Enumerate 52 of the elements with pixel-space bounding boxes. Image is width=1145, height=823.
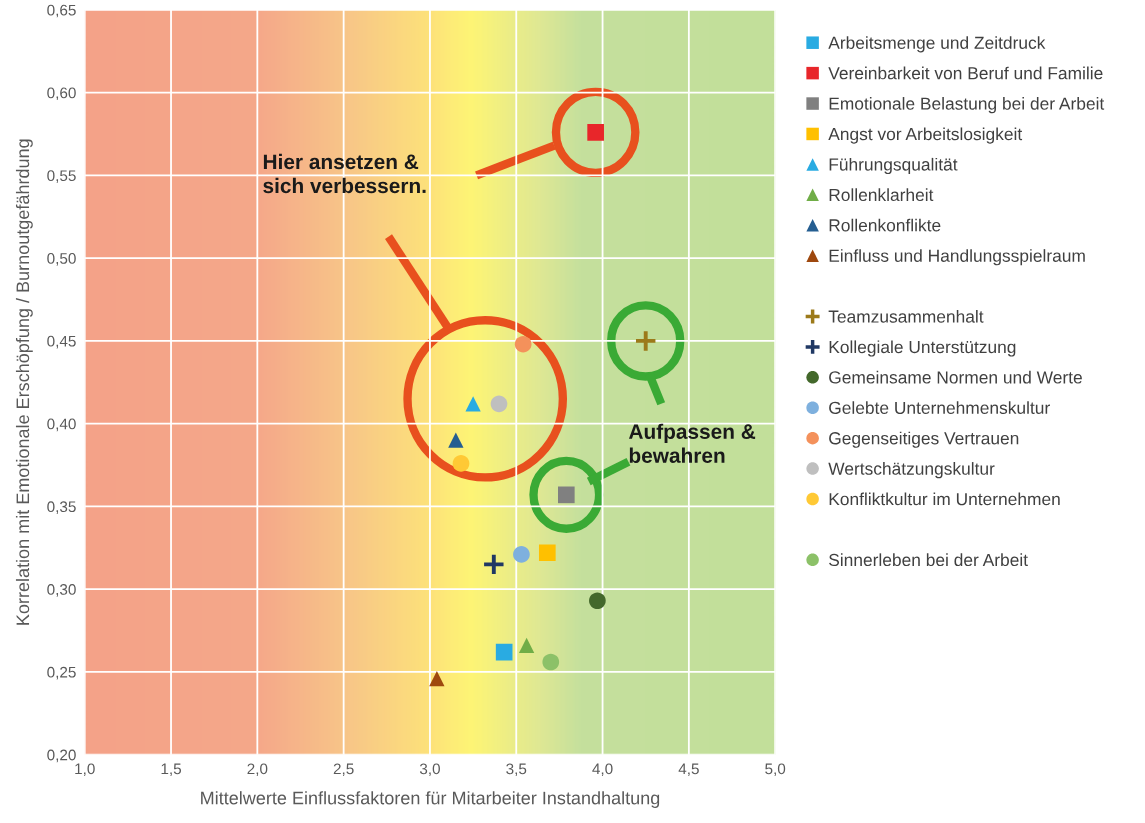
point bbox=[551, 87, 640, 178]
point bbox=[465, 396, 481, 412]
legend-label: Rollenkonflikte bbox=[829, 218, 941, 232]
y-tick-label: 0,35 bbox=[47, 501, 76, 514]
x-tick-label: 2,0 bbox=[247, 763, 268, 777]
x-axis-title: Mittelwerte Einflussfaktoren für Mitarbeiter Instandhaltung bbox=[201, 791, 660, 808]
y-tick-label: 0,25 bbox=[47, 666, 76, 680]
legend-label: Angst vor Arbeitslosigkeit bbox=[828, 127, 1023, 144]
legend-label: Vereinbarkeit von Beruf und Familie bbox=[828, 66, 1103, 80]
y-tick-label: 0,65 bbox=[47, 4, 76, 18]
point bbox=[490, 395, 508, 413]
point bbox=[482, 552, 506, 577]
legend-label: Kollegiale Unterstützung bbox=[829, 340, 1016, 357]
point bbox=[538, 544, 556, 562]
legend-label: Sinnerleben bei der Arbeit bbox=[829, 553, 1028, 567]
y-tick-label: 0,45 bbox=[47, 335, 76, 349]
x-tick-label: 3,0 bbox=[419, 763, 440, 777]
legend-label: Wertschätzungskultur bbox=[828, 462, 995, 479]
legend-label: Emotionale Belastung bei der Arbeit bbox=[829, 97, 1105, 114]
y-tick-label: 0,40 bbox=[47, 418, 76, 432]
legend-label: Gelebte Unternehmenskultur bbox=[829, 401, 1050, 414]
y-tick-label: 0,30 bbox=[47, 584, 76, 597]
y-tick-label: 0,50 bbox=[47, 253, 76, 266]
point bbox=[448, 432, 464, 448]
x-tick-label: 1,5 bbox=[161, 763, 182, 777]
annotation: Aufpassen & bewahren bbox=[628, 423, 756, 463]
point bbox=[495, 643, 513, 661]
point bbox=[542, 653, 560, 671]
point bbox=[514, 335, 532, 353]
legend-label: Gegenseitiges Vertrauen bbox=[829, 431, 1019, 448]
point bbox=[589, 592, 606, 610]
y-tick-label: 0,55 bbox=[47, 170, 76, 183]
x-tick-label: 5,0 bbox=[765, 763, 786, 777]
y-tick-label: 0,20 bbox=[47, 749, 76, 763]
x-tick-label: 4,5 bbox=[678, 763, 699, 777]
point bbox=[513, 546, 530, 563]
legend-label: Gemeinsame Normen und Werte bbox=[829, 370, 1082, 384]
legend-label: Konfliktkultur im Unternehmen bbox=[829, 492, 1060, 506]
y-tick-label: 0,60 bbox=[47, 87, 76, 101]
legend-label: Teamzusammenhalt bbox=[828, 309, 984, 323]
x-tick-label: 2,5 bbox=[333, 763, 354, 777]
legend-label: Arbeitsmenge und Zeitdruck bbox=[828, 36, 1046, 53]
legend-label: Führungsqualität bbox=[829, 157, 958, 175]
point bbox=[452, 455, 470, 472]
y-axis-title: Korrelation mit Emotionale Erschöpfung / Burnoutgefährdung bbox=[15, 139, 33, 625]
x-tick-label: 4,0 bbox=[592, 763, 613, 777]
point bbox=[518, 637, 535, 654]
x-tick-label: 3,5 bbox=[506, 763, 527, 777]
x-tick-label: 1,0 bbox=[75, 763, 95, 777]
legend-label: Einfluss und Handlungsspielraum bbox=[829, 249, 1085, 266]
legend-label: Rollenklarheit bbox=[829, 188, 934, 202]
point bbox=[429, 670, 445, 687]
